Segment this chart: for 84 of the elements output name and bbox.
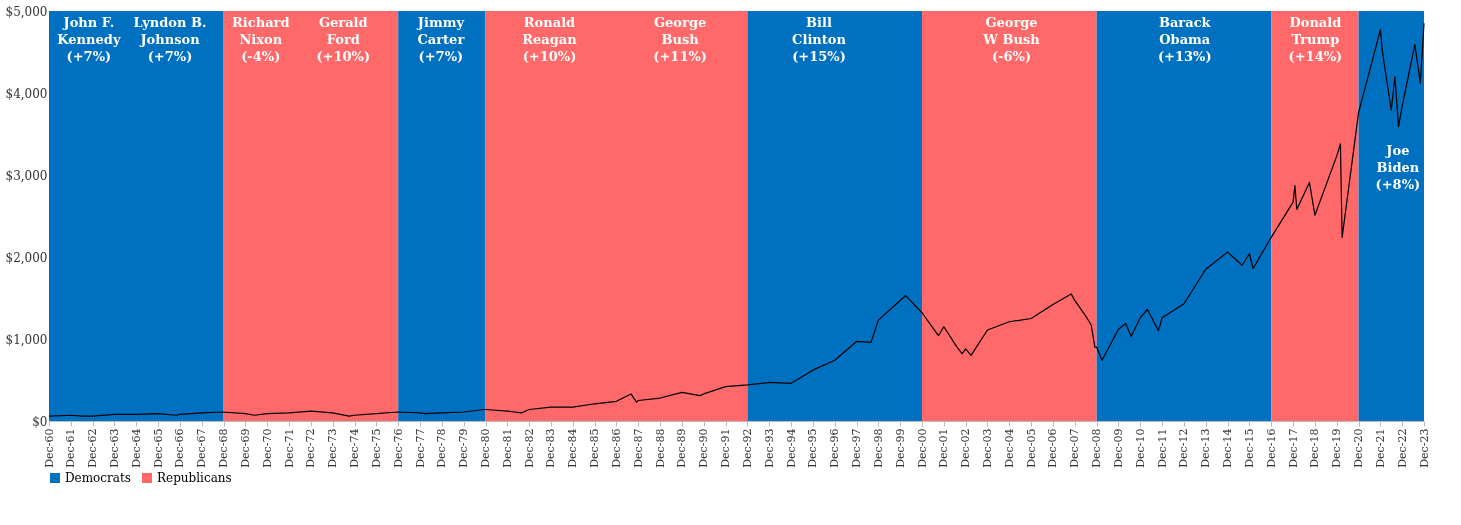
x-tick-label: Dec-74 <box>348 428 362 468</box>
annotation: Joe Biden (+8%) <box>1375 143 1421 192</box>
x-tick-label: Dec-61 <box>64 428 78 468</box>
x-tick-label: Dec-21 <box>1373 428 1387 468</box>
x-tick-label: Dec-67 <box>195 428 209 468</box>
legend-label: Democrats <box>65 471 131 485</box>
x-tick-label: Dec-77 <box>413 428 427 468</box>
annotation: Jimmy Carter (+7%) <box>416 15 465 64</box>
x-tick-label: Dec-65 <box>151 428 165 468</box>
x-tick-label: Dec-79 <box>457 428 471 468</box>
x-tick-label: Dec-60 <box>42 428 56 468</box>
x-tick-label: Dec-85 <box>588 428 602 468</box>
x-tick-label: Dec-76 <box>391 428 405 468</box>
x-tick-label: Dec-72 <box>304 428 318 468</box>
y-tick-label: $2,000 <box>5 250 48 265</box>
x-tick-label: Dec-19 <box>1330 428 1344 468</box>
annotation: Richard Nixon (-4%) <box>232 15 290 64</box>
y-tick-label: $3,000 <box>5 168 48 183</box>
x-tick-label: Dec-82 <box>522 428 536 468</box>
x-tick-label: Dec-70 <box>260 428 274 468</box>
x-tick-label: Dec-08 <box>1090 428 1104 468</box>
x-tick-label: Dec-14 <box>1221 428 1235 468</box>
x-tick-label: Dec-91 <box>719 428 733 468</box>
x-tick-label: Dec-23 <box>1417 428 1431 468</box>
y-tick-label: $4,000 <box>5 86 48 101</box>
y-tick-label: $5,000 <box>5 4 48 19</box>
x-tick-label: Dec-90 <box>697 428 711 468</box>
x-tick-label: Dec-71 <box>282 428 296 468</box>
annotation: George Bush (+11%) <box>653 15 707 64</box>
x-tick-label: Dec-93 <box>762 428 776 468</box>
x-tick-label: Dec-10 <box>1133 428 1147 468</box>
x-tick-label: Dec-94 <box>784 428 798 468</box>
x-tick-label: Dec-97 <box>850 428 864 468</box>
y-tick-label: $1,000 <box>5 332 48 347</box>
x-tick-label: Dec-80 <box>479 428 493 468</box>
x-tick-label: Dec-92 <box>740 428 754 468</box>
x-tick-label: Dec-95 <box>806 428 820 468</box>
x-tick-label: Dec-75 <box>369 428 383 468</box>
annotation: Barack Obama (+13%) <box>1157 15 1212 64</box>
x-tick-label: Dec-01 <box>937 428 951 468</box>
x-tick-label: Dec-18 <box>1308 428 1322 468</box>
y-tick-label: $0 <box>32 414 48 429</box>
x-tick-label: Dec-02 <box>959 428 973 468</box>
x-tick-label: Dec-04 <box>1002 428 1016 468</box>
x-tick-label: Dec-78 <box>435 428 449 468</box>
annotation: Gerald Ford (+10%) <box>316 15 371 64</box>
x-tick-label: Dec-22 <box>1395 428 1409 468</box>
x-tick-label: Dec-87 <box>631 428 645 468</box>
x-tick-label: Dec-07 <box>1068 428 1082 468</box>
x-tick-label: Dec-81 <box>500 428 514 468</box>
x-tick-label: Dec-05 <box>1024 428 1038 468</box>
x-tick-label: Dec-99 <box>893 428 907 468</box>
x-tick-label: Dec-66 <box>173 428 187 468</box>
annotation: Bill Clinton (+15%) <box>792 15 847 64</box>
x-tick-label: Dec-98 <box>871 428 885 468</box>
annotation: John F. Kennedy (+7%) <box>57 15 121 64</box>
x-tick-label: Dec-69 <box>238 428 252 468</box>
x-tick-label: Dec-64 <box>129 428 143 468</box>
x-tick-label: Dec-20 <box>1352 428 1366 468</box>
x-tick-label: Dec-03 <box>980 428 994 468</box>
x-tick-label: Dec-17 <box>1286 428 1300 468</box>
x-tick-label: Dec-11 <box>1155 428 1169 468</box>
x-tick-label: Dec-63 <box>107 428 121 468</box>
x-tick-label: Dec-12 <box>1177 428 1191 468</box>
x-tick-label: Dec-16 <box>1264 428 1278 468</box>
annotation: Lyndon B. Johnson (+7%) <box>133 15 207 64</box>
x-tick-label: Dec-06 <box>1046 428 1060 468</box>
annotation: George W Bush (-6%) <box>982 15 1041 64</box>
annotation: Donald Trump (+14%) <box>1288 15 1343 64</box>
x-tick-label: Dec-68 <box>217 428 231 468</box>
x-tick-label: Dec-86 <box>609 428 623 468</box>
x-tick-label: Dec-09 <box>1111 428 1125 468</box>
x-tick-label: Dec-13 <box>1199 428 1213 468</box>
x-tick-label: Dec-00 <box>915 428 929 468</box>
x-tick-label: Dec-62 <box>86 428 100 468</box>
x-tick-label: Dec-89 <box>675 428 689 468</box>
legend-label: Republicans <box>157 471 232 485</box>
x-tick-label: Dec-15 <box>1242 428 1256 468</box>
x-tick-label: Dec-88 <box>653 428 667 468</box>
x-tick-label: Dec-73 <box>326 428 340 468</box>
x-tick-label: Dec-84 <box>566 428 580 468</box>
x-tick-label: Dec-83 <box>544 428 558 468</box>
annotation: Ronald Reagan (+10%) <box>522 15 578 64</box>
x-tick-label: Dec-96 <box>828 428 842 468</box>
